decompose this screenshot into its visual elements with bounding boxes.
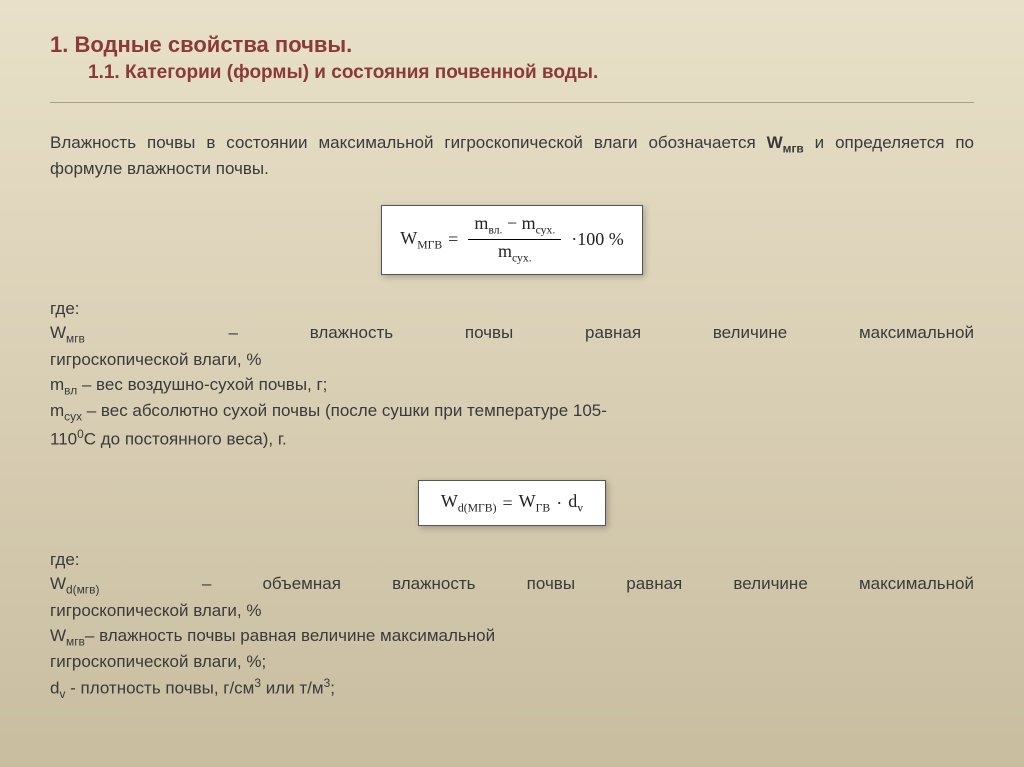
defs1-w-line-b: гигроскопической влаги, % [50, 348, 974, 373]
defs1-msux-a: mсух – вес абсолютно сухой почвы (после … [50, 399, 974, 426]
intro-pre: Влажность почвы в состоянии максимальной… [50, 133, 767, 152]
defs2-wd-sym: W [50, 574, 66, 593]
divider [50, 102, 974, 103]
f2-b-sub: v [577, 502, 583, 515]
defs1-mvl-sub: вл [64, 383, 77, 397]
defs2-wd-mid: – объемная влажность почвы равная величи… [202, 574, 974, 593]
defs2-wd-sub: d(мгв) [66, 583, 99, 597]
f2-op: · [556, 493, 562, 514]
defs1-w-sub: мгв [66, 332, 85, 346]
intro-paragraph: Влажность почвы в состоянии максимальной… [50, 131, 974, 181]
defs2-dv-sup1: 3 [254, 676, 261, 690]
heading-1: 1. Водные свойства почвы. [50, 32, 974, 58]
defs2-wmgv-rest: – влажность почвы равная величине максим… [85, 626, 495, 645]
defs2-wmgv-sym: W [50, 626, 66, 645]
f1-frac: mвл. − mсух. mсух. [468, 214, 561, 266]
f2-lhs-sub: d(МГВ) [458, 502, 497, 515]
defs2-wmgv-sub: мгв [66, 634, 85, 648]
defs1-msux-sub: сух [64, 410, 82, 424]
formula-2-wrap: Wd(МГВ) = WГВ · dv [50, 480, 974, 526]
defs1-msux-b: 1100С до постоянного веса), г. [50, 426, 974, 452]
definitions-1: где: Wмгв – влажность почвы равная велич… [50, 297, 974, 453]
defs1-w-sym: W [50, 323, 66, 342]
formula-1-wrap: WМГВ = mвл. − mсух. mсух. ·100 % [50, 205, 974, 275]
defs2-wd-b: гигроскопической влаги, % [50, 599, 974, 624]
f1-eq: = [448, 229, 458, 250]
defs1-where: где: [50, 297, 974, 322]
defs1-mvl-rest: – вес воздушно-сухой почвы, г; [77, 375, 327, 394]
defs2-wd-a: Wd(мгв) – объемная влажность почвы равна… [50, 572, 974, 599]
slide-content: 1. Водные свойства почвы. 1.1. Категории… [0, 0, 1024, 703]
f1-den-sub: сух. [512, 252, 532, 265]
defs1-mvl-sym: m [50, 375, 64, 394]
defs1-msux-rest: – вес абсолютно сухой почвы (после сушки… [82, 401, 607, 420]
defs1-msux-b-pre: 110 [50, 430, 77, 449]
f1-num-b-sub: сух. [536, 223, 556, 236]
defs1-msux-b-post: С до постоянного веса), г. [84, 430, 287, 449]
defs2-dv-post: ; [330, 679, 335, 698]
intro-sym-sub: мгв [783, 141, 804, 155]
defs2-where: где: [50, 548, 974, 573]
f2-eq: = [503, 493, 513, 514]
defs1-msux-b-sup: 0 [77, 427, 84, 441]
f2-a: W [519, 491, 536, 511]
heading-1-1: 1.1. Категории (формы) и состояния почве… [88, 62, 974, 84]
formula-1: WМГВ = mвл. − mсух. mсух. ·100 % [381, 205, 643, 275]
defs1-w-mid: – влажность почвы равная величине максим… [228, 323, 974, 342]
formula-2: Wd(МГВ) = WГВ · dv [418, 480, 606, 526]
f1-suffix: ·100 % [571, 229, 624, 250]
intro-sym: W [767, 133, 783, 152]
f2-a-sub: ГВ [536, 502, 551, 515]
f1-num-a: m [474, 213, 488, 233]
f2-b: d [568, 491, 577, 511]
defs2-wmgv-a: Wмгв– влажность почвы равная величине ма… [50, 624, 974, 651]
defs1-msux-sym: m [50, 401, 64, 420]
defs1-mvl: mвл – вес воздушно-сухой почвы, г; [50, 373, 974, 400]
f2-lhs: W [441, 491, 458, 511]
f1-lhs-sub: МГВ [417, 239, 442, 252]
defs2-wmgv-b: гигроскопической влаги, %; [50, 650, 974, 675]
definitions-2: где: Wd(мгв) – объемная влажность почвы … [50, 548, 974, 704]
defs2-dv-pre: - плотность почвы, г/см [65, 679, 254, 698]
defs2-dv-mid: или т/м [261, 679, 324, 698]
f1-lhs: W [400, 228, 417, 248]
f1-num-a-sub: вл. [488, 223, 502, 236]
f1-den: m [498, 241, 512, 261]
f1-num-b: m [522, 213, 536, 233]
defs2-dv: dv - плотность почвы, г/см3 или т/м3; [50, 675, 974, 703]
f1-num-op: − [502, 213, 521, 233]
defs1-w-line-a: Wмгв – влажность почвы равная величине м… [50, 321, 974, 348]
